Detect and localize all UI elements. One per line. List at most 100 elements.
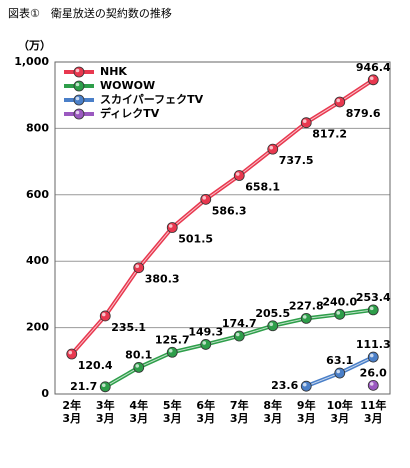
data-label: 879.6 <box>346 107 381 120</box>
y-axis-label: （万） <box>18 39 51 52</box>
data-label: 946.4 <box>356 61 391 74</box>
data-label: 23.6 <box>271 379 298 392</box>
marker <box>367 74 379 86</box>
marker <box>73 108 85 120</box>
x-tick-label: 4年 3月 <box>129 399 149 425</box>
marker <box>367 379 379 391</box>
data-label: 26.0 <box>360 366 387 379</box>
data-label: 380.3 <box>145 273 180 286</box>
marker-shine <box>168 224 173 228</box>
marker <box>334 96 346 108</box>
data-label: 205.5 <box>255 307 290 320</box>
marker <box>99 310 111 322</box>
marker <box>334 308 346 320</box>
data-label: 737.5 <box>279 154 314 167</box>
marker <box>267 320 279 332</box>
marker-shine <box>369 382 374 386</box>
data-label: 63.1 <box>326 354 353 367</box>
marker-shine <box>202 341 207 345</box>
marker-shine <box>302 315 307 319</box>
marker-shine <box>68 350 73 355</box>
marker-shine <box>235 172 240 176</box>
plot-frame <box>54 61 391 395</box>
y-tick-label: 400 <box>26 254 49 267</box>
y-tick-label: 0 <box>41 387 49 400</box>
marker-shine <box>101 383 106 388</box>
data-label: 501.5 <box>178 233 213 246</box>
marker <box>73 80 85 92</box>
y-tick-label: 200 <box>26 321 49 334</box>
legend-label: WOWOW <box>100 79 155 92</box>
x-tick-label: 10年 3月 <box>326 399 353 425</box>
x-tick-label: 9年 3月 <box>296 399 316 425</box>
x-tick-label: 11年 3月 <box>360 399 387 425</box>
data-label: 125.7 <box>155 333 190 346</box>
data-label: 817.2 <box>312 128 347 141</box>
x-tick-label: 3年 3月 <box>95 399 115 425</box>
marker <box>233 330 245 342</box>
marker-shine <box>302 119 307 123</box>
marker <box>73 66 85 78</box>
data-label: 240.0 <box>322 295 357 308</box>
x-tick-label: 5年 3月 <box>162 399 182 425</box>
data-label: 253.4 <box>356 291 391 304</box>
marker-shine <box>75 68 80 73</box>
data-label: 120.4 <box>78 359 113 372</box>
marker <box>166 222 178 233</box>
marker <box>73 94 85 106</box>
marker-shine <box>369 306 374 311</box>
marker <box>133 262 145 274</box>
data-label: 586.3 <box>212 204 247 217</box>
marker-shine <box>369 353 374 358</box>
marker <box>367 351 379 363</box>
marker-shine <box>101 312 106 317</box>
x-tick-label: 7年 3月 <box>229 399 249 425</box>
marker-shine <box>75 82 80 87</box>
data-label: 80.1 <box>125 348 152 361</box>
marker <box>267 143 279 155</box>
marker-shine <box>336 311 341 315</box>
marker <box>300 380 312 392</box>
x-tick-label: 8年 3月 <box>263 399 283 425</box>
marker-shine <box>135 364 140 368</box>
legend-label: ディレクTV <box>100 106 160 120</box>
marker-shine <box>135 264 140 269</box>
marker-shine <box>336 369 341 374</box>
marker <box>233 170 245 181</box>
series-line-inner <box>71 79 374 355</box>
data-label: 21.7 <box>70 380 97 393</box>
marker <box>200 339 212 350</box>
y-tick-label: 800 <box>26 121 49 134</box>
marker-shine <box>202 196 207 200</box>
data-label: 111.3 <box>356 338 391 351</box>
marker <box>166 346 178 358</box>
marker-shine <box>269 145 274 150</box>
marker-shine <box>168 348 173 353</box>
marker-shine <box>75 96 80 101</box>
marker <box>300 117 312 129</box>
y-tick-label: 1,000 <box>14 55 49 68</box>
marker <box>133 362 145 373</box>
marker <box>334 367 346 379</box>
marker-shine <box>269 322 274 327</box>
marker <box>200 193 212 205</box>
data-label: 174.7 <box>222 317 257 330</box>
marker-shine <box>75 110 80 115</box>
data-label: 149.3 <box>188 325 223 338</box>
marker <box>367 304 379 316</box>
marker-shine <box>336 98 341 103</box>
data-label: 658.1 <box>245 181 280 194</box>
data-label: 235.1 <box>111 321 146 334</box>
x-tick-label: 6年 3月 <box>196 399 216 425</box>
data-label: 227.8 <box>289 299 324 312</box>
x-tick-label: 2年 3月 <box>62 399 82 425</box>
marker-shine <box>369 76 374 81</box>
chart-title: 図表① 衛星放送の契約数の推移 <box>8 6 172 20</box>
marker-shine <box>235 332 240 337</box>
marker <box>300 312 312 324</box>
marker <box>66 348 78 360</box>
legend-label: NHK <box>100 65 127 78</box>
legend-label: スカイパーフェクTV <box>100 93 204 106</box>
